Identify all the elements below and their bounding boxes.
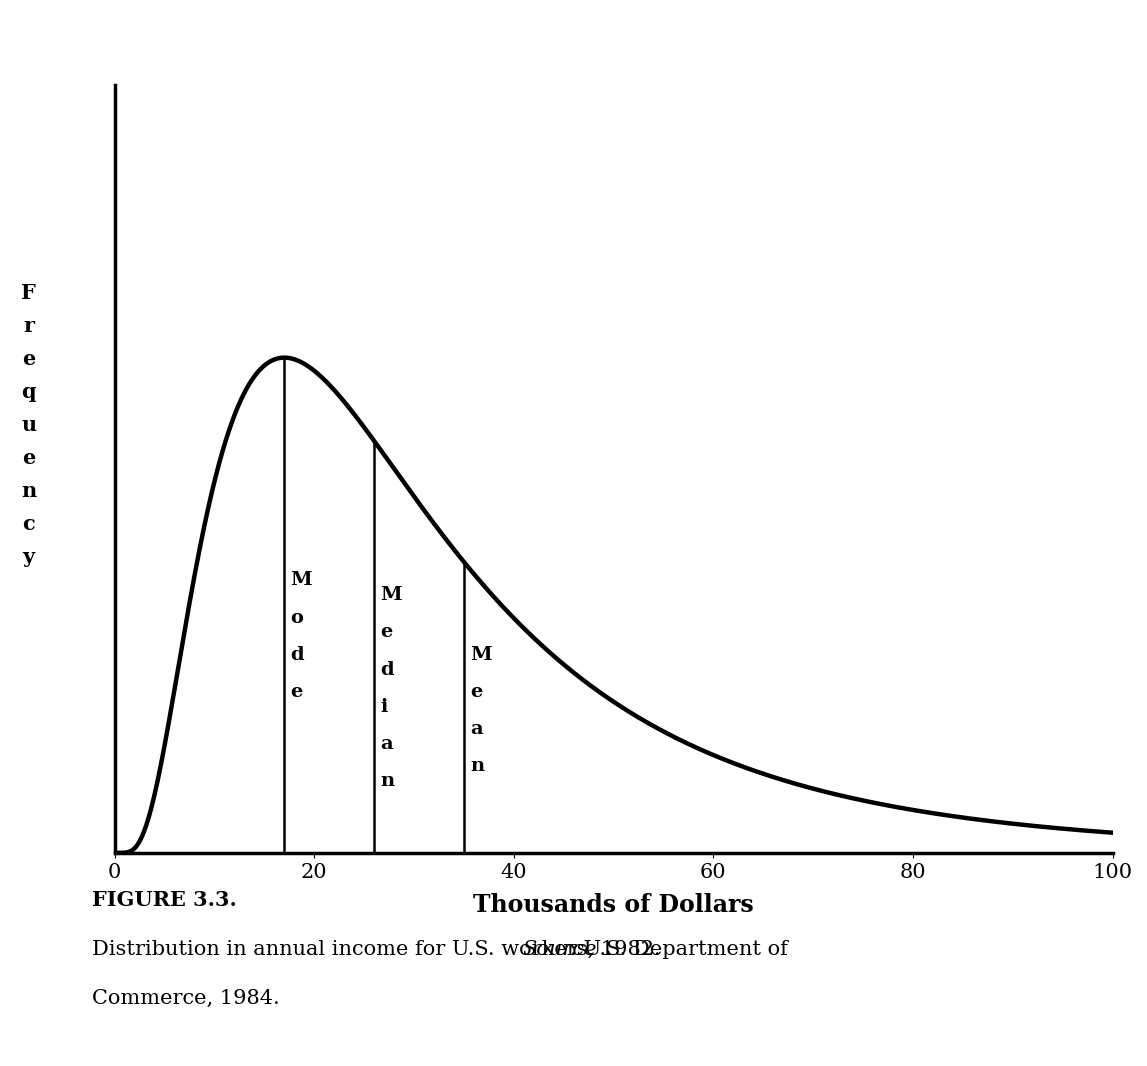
Text: a: a (470, 720, 483, 738)
Text: u: u (21, 415, 37, 435)
Text: c: c (22, 514, 36, 534)
Text: : U.S. Department of: : U.S. Department of (570, 940, 788, 959)
Text: M: M (470, 646, 492, 664)
Text: FIGURE 3.3.: FIGURE 3.3. (92, 890, 236, 910)
Text: Commerce, 1984.: Commerce, 1984. (92, 989, 280, 1008)
Text: r: r (23, 316, 34, 336)
Text: y: y (23, 547, 34, 566)
Text: e: e (22, 349, 36, 369)
Text: e: e (470, 683, 482, 700)
Text: M: M (380, 586, 401, 604)
Text: o: o (290, 609, 303, 627)
Text: i: i (380, 698, 388, 715)
Text: e: e (22, 448, 36, 468)
Text: n: n (380, 772, 395, 790)
Text: Source: Source (522, 940, 596, 959)
Text: e: e (380, 624, 392, 642)
Text: Distribution in annual income for U.S. workers, 1982.: Distribution in annual income for U.S. w… (92, 940, 668, 959)
Text: n: n (470, 757, 484, 775)
Text: q: q (22, 382, 36, 402)
Text: d: d (380, 661, 393, 679)
Text: e: e (290, 683, 303, 700)
Text: a: a (380, 734, 393, 753)
Text: F: F (22, 282, 36, 303)
Text: M: M (290, 571, 312, 589)
Text: n: n (21, 481, 37, 501)
Text: d: d (290, 646, 304, 664)
X-axis label: Thousands of Dollars: Thousands of Dollars (474, 892, 754, 917)
